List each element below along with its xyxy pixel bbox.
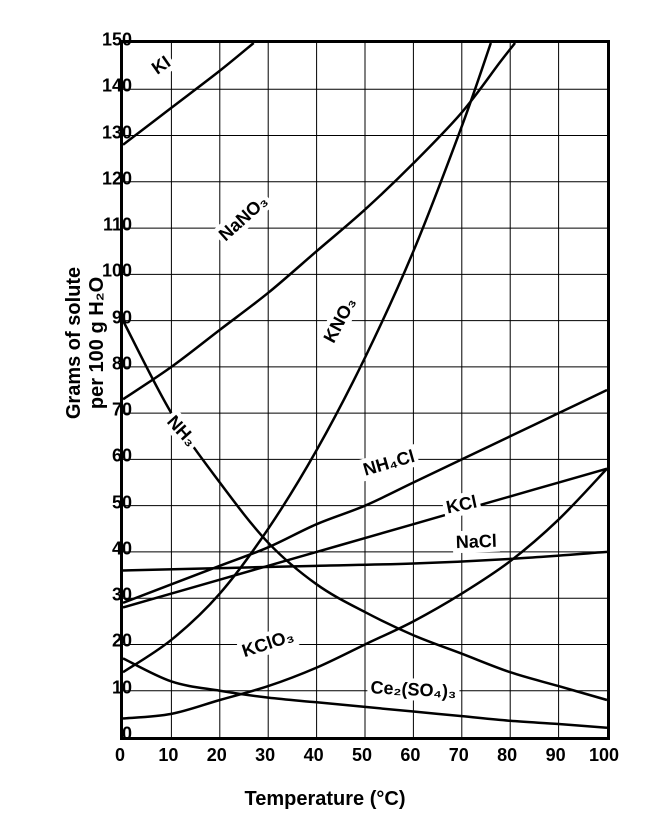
series-label-KNO3: KNO₃ xyxy=(317,291,362,349)
x-tick: 100 xyxy=(589,745,619,766)
y-axis-label: Grams of solute per 100 g H₂O xyxy=(63,267,109,419)
x-tick: 20 xyxy=(207,745,227,766)
series-label-NaNO3: NaNO₃ xyxy=(212,188,275,247)
x-tick: 10 xyxy=(158,745,178,766)
series-label-Ce2SO43: Ce₂(SO₄)₃ xyxy=(367,676,460,703)
curve-KI xyxy=(123,43,254,145)
svg-text:NH₄Cl: NH₄Cl xyxy=(361,446,417,480)
x-tick: 30 xyxy=(255,745,275,766)
solubility-chart: Grams of solute per 100 g H₂O Temperatur… xyxy=(20,20,630,811)
x-tick: 50 xyxy=(352,745,372,766)
x-axis-label: Temperature (°C) xyxy=(20,788,630,811)
svg-text:NaCl: NaCl xyxy=(455,531,497,552)
series-label-KI: KI xyxy=(145,49,177,81)
x-tick: 70 xyxy=(449,745,469,766)
x-tick: 60 xyxy=(400,745,420,766)
series-label-NH3: NH₃ xyxy=(160,408,203,453)
x-tick: 90 xyxy=(546,745,566,766)
svg-text:NaNO₃: NaNO₃ xyxy=(215,191,272,245)
curve-NaNO3 xyxy=(123,43,515,399)
series-label-NH4Cl: NH₄Cl xyxy=(358,444,420,481)
x-tick: 0 xyxy=(115,745,125,766)
svg-text:KCl: KCl xyxy=(444,491,478,517)
plot-svg: KINaNO₃KNO₃NH₃NH₄ClKClNaClKClO₃Ce₂(SO₄)₃ xyxy=(123,43,607,737)
series-label-KCl: KCl xyxy=(441,490,482,519)
plot-area: KINaNO₃KNO₃NH₃NH₄ClKClNaClKClO₃Ce₂(SO₄)₃ xyxy=(120,40,610,740)
series-label-NaCl: NaCl xyxy=(452,530,500,554)
svg-text:KI: KI xyxy=(148,52,174,79)
svg-text:KNO₃: KNO₃ xyxy=(320,294,360,346)
x-tick: 40 xyxy=(304,745,324,766)
x-tick: 80 xyxy=(497,745,517,766)
